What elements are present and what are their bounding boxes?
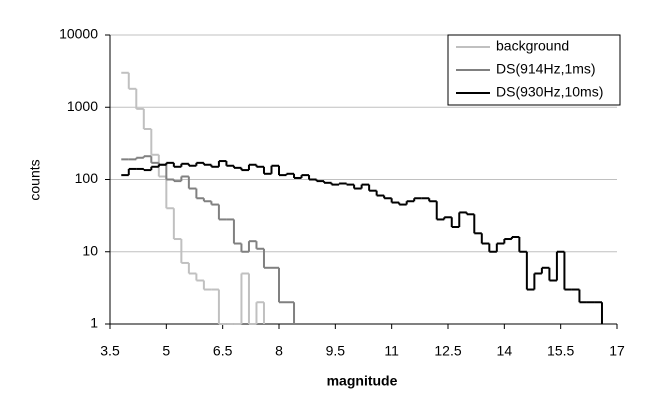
y-tick-label: 1	[90, 315, 98, 331]
legend-label: DS(914Hz,1ms)	[496, 61, 596, 77]
x-tick-label: 17	[609, 343, 625, 359]
x-tick-label: 3.5	[100, 343, 120, 359]
x-tick-label: 15.5	[547, 343, 574, 359]
legend-label: background	[496, 38, 569, 54]
x-tick-label: 11	[384, 343, 399, 359]
y-tick-label: 100	[75, 170, 99, 186]
x-tick-label: 5	[162, 343, 170, 359]
legend-label: DS(930Hz,10ms)	[496, 84, 603, 100]
x-tick-label: 9.5	[326, 343, 346, 359]
x-tick-label: 12.5	[434, 343, 461, 359]
y-tick-label: 10000	[59, 26, 98, 42]
y-tick-label: 1000	[67, 98, 98, 114]
x-axis-title: magnitude	[327, 373, 398, 389]
x-tick-label: 8	[275, 343, 283, 359]
y-tick-label: 10	[82, 242, 98, 258]
y-axis-title: counts	[27, 159, 43, 200]
x-tick-label: 6.5	[213, 343, 233, 359]
x-tick-label: 14	[497, 343, 513, 359]
